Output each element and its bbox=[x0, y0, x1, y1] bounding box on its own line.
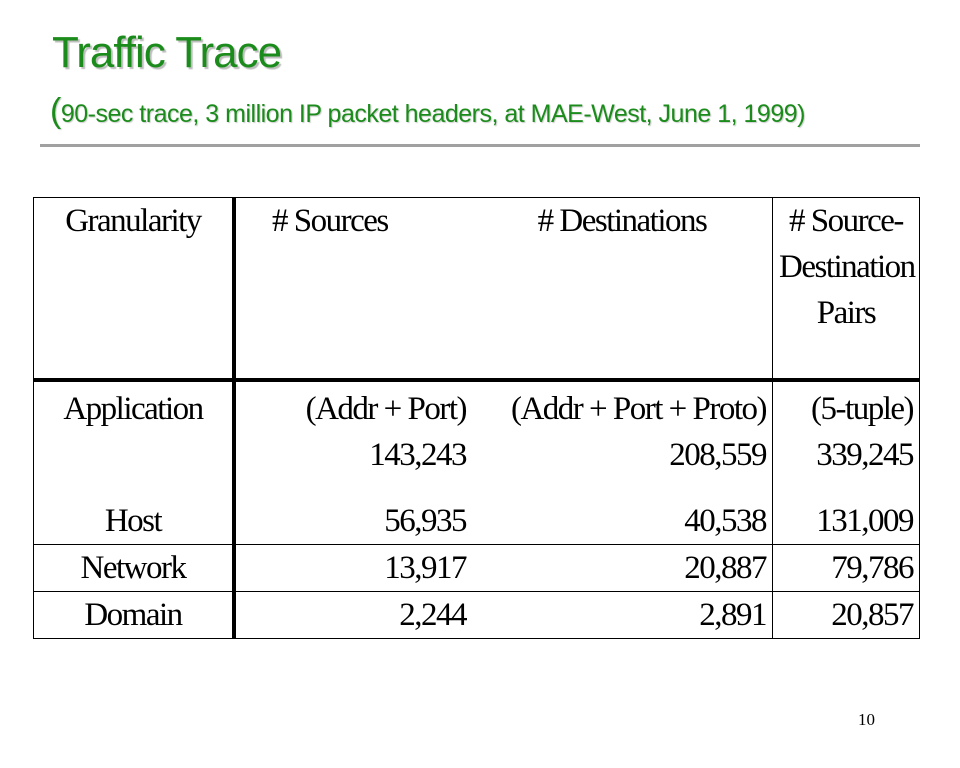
table-row: Application (Addr + Port) 143,243 (Addr + P… bbox=[33, 379, 920, 498]
cell-text: (Addr + Port + Proto) bbox=[510, 391, 768, 427]
table-row: Host 56,935 40,538 131,009 bbox=[33, 498, 920, 545]
table-cell: 56,935 bbox=[233, 498, 472, 545]
cell-text: 13,917 bbox=[384, 550, 467, 586]
header-cell: # Sources bbox=[233, 197, 472, 382]
cell-text: 56,935 bbox=[384, 503, 467, 539]
table-cell: (5-tuple) 339,245 bbox=[772, 379, 920, 498]
table: Granularity # Sources # Destinations # Sour… bbox=[33, 197, 920, 639]
table-cell: (Addr + Port + Proto) 208,559 bbox=[472, 379, 773, 498]
table-cell: 20,857 bbox=[772, 591, 920, 639]
divider bbox=[40, 144, 920, 147]
table-cell: Domain bbox=[33, 591, 236, 639]
subtitle-line: (90-sec trace, 3 million IP packet heade… bbox=[50, 92, 805, 131]
cell-text: 2,891 bbox=[699, 597, 767, 633]
table-cell: 2,244 bbox=[233, 591, 472, 639]
cell-text: 40,538 bbox=[684, 503, 767, 539]
cell-text: 339,245 bbox=[816, 437, 914, 473]
table-cell: 13,917 bbox=[233, 544, 472, 592]
cell-text: Network bbox=[80, 550, 187, 586]
cell-text: 143,243 bbox=[369, 437, 467, 473]
table-cell: 40,538 bbox=[472, 498, 773, 545]
title: Traffic Trace bbox=[52, 28, 282, 77]
cell-text: 79,786 bbox=[831, 550, 914, 586]
table-cell: 20,887 bbox=[472, 544, 773, 592]
table-cell: Host bbox=[33, 498, 236, 545]
cell-text: Application bbox=[63, 391, 204, 427]
header-cell: Granularity bbox=[33, 197, 236, 382]
cell-text: (Addr + Port) bbox=[305, 391, 468, 427]
table-cell: (Addr + Port) 143,243 bbox=[233, 379, 472, 498]
cell-text: Host bbox=[104, 503, 163, 539]
table-cell: Application bbox=[33, 379, 236, 498]
table-cell: 131,009 bbox=[772, 498, 920, 545]
cell-text: 2,244 bbox=[399, 597, 467, 633]
table-cell: 2,891 bbox=[472, 591, 773, 639]
cell-text: 208,559 bbox=[669, 437, 767, 473]
paren: ( bbox=[50, 92, 61, 130]
header-cell: # Destinations bbox=[472, 197, 773, 382]
cell-text: (5-tuple) bbox=[811, 391, 914, 427]
table-row: Network 13,917 20,887 79,786 bbox=[33, 544, 920, 592]
cell-text: 20,857 bbox=[831, 597, 914, 633]
table-cell: Network bbox=[33, 544, 236, 592]
cell-text: 131,009 bbox=[816, 503, 914, 539]
cell-text: Domain bbox=[84, 597, 183, 633]
subtitle: 90-sec trace, 3 million IP packet header… bbox=[60, 100, 806, 128]
header-row: Granularity # Sources # Destinations # Sour… bbox=[33, 197, 920, 382]
page-number: 10 bbox=[858, 710, 875, 729]
header-cell: # Source-Destination Pairs bbox=[772, 197, 920, 382]
cell-text: 20,887 bbox=[684, 550, 767, 586]
table-row: Domain 2,244 2,891 20,857 bbox=[33, 591, 920, 639]
table-cell: 79,786 bbox=[772, 544, 920, 592]
